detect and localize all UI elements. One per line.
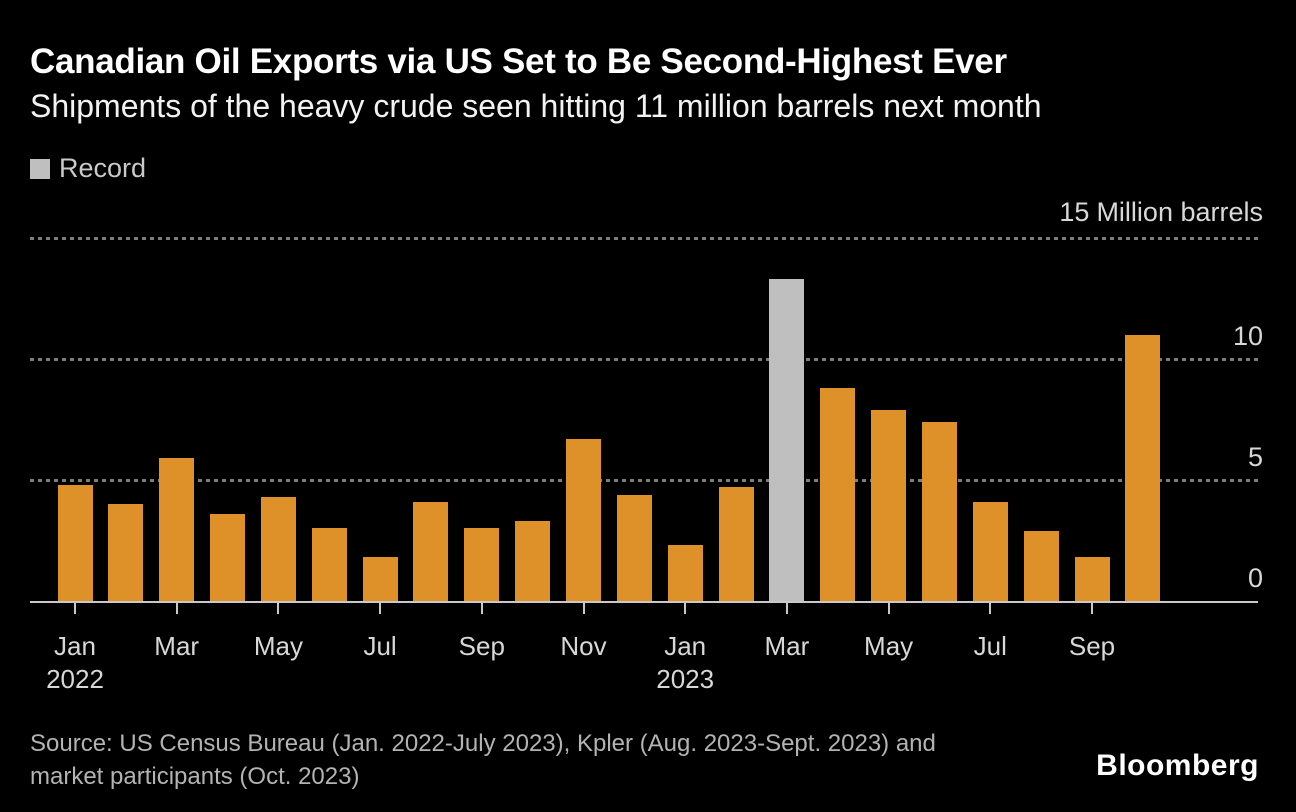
- bar-feb-2023: [718, 487, 754, 601]
- x-axis-tick-jan-2022: [74, 603, 76, 614]
- x-axis-tick-nov: [582, 603, 585, 614]
- bar-jul-2023: [972, 501, 1008, 601]
- legend-record-label: Record: [59, 153, 147, 183]
- bloomberg-logo: Bloomberg: [1096, 749, 1259, 782]
- gridline-5: [30, 479, 1258, 482]
- bar-apr-2023: [820, 388, 856, 601]
- x-axis-tick-jul: [989, 603, 992, 614]
- chart-title: Canadian Oil Exports via US Set to Be Se…: [30, 42, 1007, 81]
- source-note: Source: US Census Bureau (Jan. 2022-July…: [30, 727, 936, 793]
- bar-apr-2022: [210, 513, 246, 601]
- bar-sep-2022: [464, 528, 500, 601]
- legend-record-swatch: [30, 158, 50, 179]
- x-axis-month-label: Sep: [1068, 631, 1116, 661]
- bar-jan-2022: [57, 484, 93, 601]
- chart-subtitle: Shipments of the heavy crude seen hittin…: [30, 88, 1042, 124]
- y-axis-label-10: 10: [1232, 321, 1263, 351]
- bar-may-2022: [260, 496, 296, 601]
- bar-jun-2023: [921, 421, 957, 601]
- bar-nov-2022: [566, 438, 601, 601]
- x-axis-tick-sep: [480, 603, 483, 614]
- x-axis-month-label: Mar: [764, 631, 810, 661]
- x-axis-tick-mar: [175, 603, 178, 614]
- x-axis-month-label: Nov: [560, 631, 607, 661]
- x-axis-tick-jan-2023: [684, 603, 687, 614]
- source-line-2: market participants (Oct. 2023): [30, 763, 360, 790]
- bar-jul-2022: [362, 557, 398, 601]
- y-axis-top-tick: 15: [1059, 197, 1090, 227]
- x-axis-tick-jul: [379, 603, 382, 614]
- y-axis-unit-label: 15 Million barrels: [1059, 197, 1263, 228]
- x-axis-month-label: Mar: [154, 631, 200, 661]
- x-axis-tick-may: [887, 603, 890, 614]
- gridline-10: [30, 358, 1258, 361]
- bar-mar-2023-record: [769, 279, 805, 601]
- x-axis-month-label: Jan: [664, 631, 707, 661]
- x-axis-year-label: 2022: [46, 664, 104, 694]
- source-line-1: Source: US Census Bureau (Jan. 2022-July…: [30, 730, 936, 757]
- x-axis-year-label: 2023: [656, 664, 715, 694]
- bar-jun-2022: [311, 528, 347, 601]
- x-axis-month-label: Jul: [363, 631, 397, 661]
- x-axis-month-label: Sep: [458, 631, 505, 661]
- gridline-15: [30, 237, 1258, 240]
- legend: Record: [30, 153, 146, 184]
- bar-oct-2022: [515, 521, 551, 601]
- y-axis-label-5: 5: [1247, 442, 1263, 472]
- x-axis-tick-sep: [1091, 603, 1093, 614]
- bar-sep-2023: [1074, 557, 1110, 601]
- x-axis-month-label: Jul: [973, 631, 1007, 661]
- bar-aug-2022: [413, 501, 449, 601]
- bar-feb-2022: [108, 504, 144, 601]
- y-axis-label-0: 0: [1247, 563, 1263, 593]
- x-axis-month-label: May: [253, 631, 303, 661]
- x-axis-line: [30, 601, 1258, 603]
- x-axis-month-label: Jan: [54, 631, 96, 661]
- x-axis-month-label: May: [864, 631, 914, 661]
- bar-may-2023: [871, 409, 907, 601]
- bar-oct-2023: [1125, 334, 1161, 601]
- bar-mar-2022: [159, 458, 195, 601]
- x-axis-tick-may: [277, 603, 280, 614]
- bar-dec-2022: [616, 494, 652, 601]
- x-axis-tick-mar: [785, 603, 788, 614]
- bar-aug-2023: [1023, 530, 1059, 601]
- y-axis-unit-text: Million barrels: [1096, 197, 1263, 227]
- bar-jan-2023: [667, 545, 703, 601]
